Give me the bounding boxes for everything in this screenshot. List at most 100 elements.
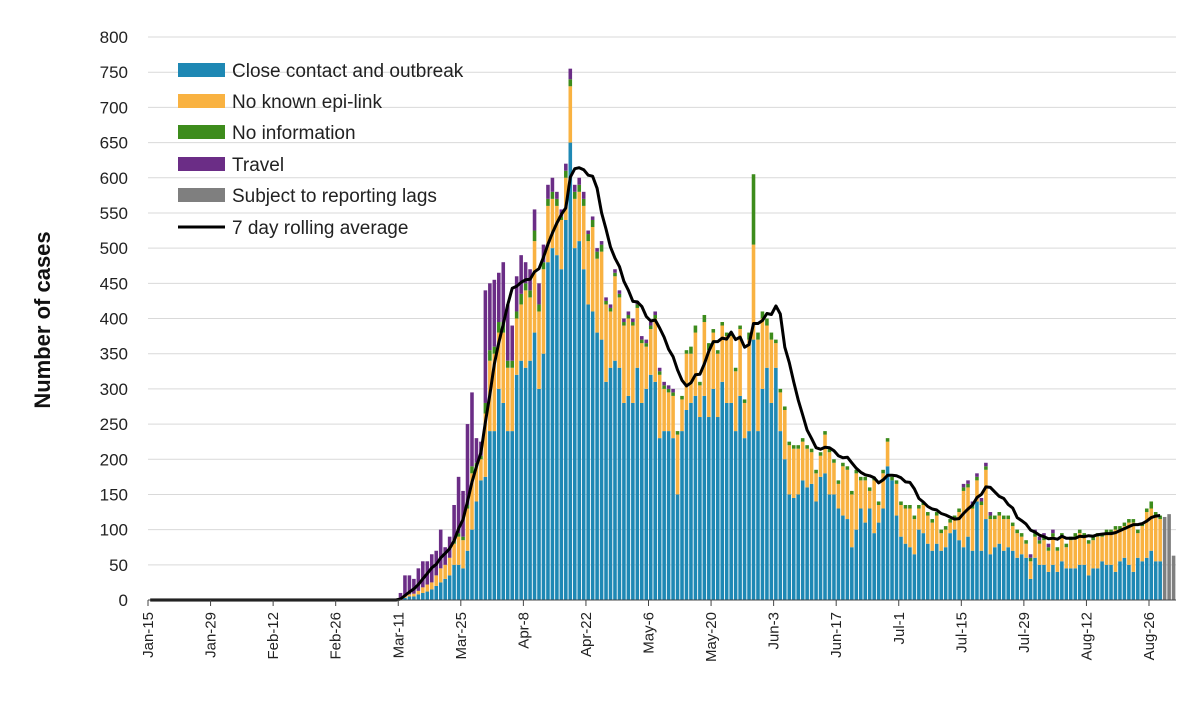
bar-segment-no-information	[590, 219, 595, 228]
bar-segment-close-contact-and-outbreak	[715, 417, 720, 600]
bar-segment-no-information	[899, 501, 903, 505]
bar-segment-no-information	[903, 504, 908, 509]
bar-segment-close-contact-and-outbreak	[867, 508, 872, 600]
bar-segment-no-known-epi-link	[751, 244, 756, 340]
bar-segment-no-information	[1086, 540, 1091, 544]
bar-segment-no-known-epi-link	[1091, 540, 1095, 569]
bar-segment-no-known-epi-link	[863, 480, 868, 523]
bar-segment-close-contact-and-outbreak	[1010, 550, 1015, 600]
bar-segment-no-information	[608, 307, 613, 312]
bar-segment-no-information	[867, 487, 872, 491]
bar-segment-no-known-epi-link	[930, 522, 935, 551]
bar-segment-no-information	[930, 519, 935, 523]
bar-segment-no-known-epi-link	[1028, 561, 1033, 579]
bar-segment-travel	[653, 311, 657, 315]
bar-segment-no-known-epi-link	[787, 445, 792, 495]
bar-segment-travel	[470, 392, 474, 467]
bar-segment-close-contact-and-outbreak	[505, 431, 510, 600]
bar-segment-travel	[590, 216, 595, 220]
bar-segment-no-known-epi-link	[827, 452, 832, 495]
bar-segment-close-contact-and-outbreak	[532, 332, 537, 600]
bar-segment-no-information	[514, 311, 519, 319]
bar-segment-no-known-epi-link	[644, 346, 649, 389]
bar-segment-no-known-epi-link	[461, 540, 465, 569]
bar-segment-no-information	[470, 466, 474, 474]
bar-segment-close-contact-and-outbreak	[908, 547, 912, 600]
bar-segment-no-information	[1127, 519, 1131, 523]
bar-segment-close-contact-and-outbreak	[510, 431, 514, 600]
bar-segment-close-contact-and-outbreak	[926, 543, 930, 600]
bar-segment-no-known-epi-link	[604, 304, 608, 382]
bar-segment-travel	[555, 191, 559, 199]
bar-segment-close-contact-and-outbreak	[465, 550, 470, 600]
bar-segment-no-known-epi-link	[1149, 508, 1154, 551]
bar-segment-no-known-epi-link	[1069, 540, 1073, 569]
bar-segment-travel	[452, 504, 456, 541]
bar-segment-no-information	[693, 325, 698, 333]
bar-segment-close-contact-and-outbreak	[470, 529, 474, 600]
x-axis-ticks: Jan-15 Jan-29 Feb-12 Feb-26 Mar-11 Mar-25 Apr-…	[140, 600, 1158, 662]
bar-segment-travel	[483, 290, 488, 403]
bar-segment-no-known-epi-link	[1055, 550, 1060, 572]
bar-segment-no-known-epi-link	[917, 508, 921, 530]
bar-segment-no-known-epi-link	[823, 434, 827, 474]
bar-segment-no-known-epi-link	[492, 353, 497, 432]
bar-segment-travel	[1028, 554, 1033, 558]
bar-segment-travel	[631, 318, 635, 323]
bar-segment-no-information	[648, 325, 653, 330]
bar-segment-travel	[595, 248, 599, 252]
bar-segment-travel	[966, 480, 970, 484]
bar-segment-close-contact-and-outbreak	[443, 578, 447, 600]
bar-segment-close-contact-and-outbreak	[1037, 564, 1042, 600]
bar-segment-no-known-epi-link	[519, 304, 523, 361]
bar-segment-no-information	[778, 388, 783, 393]
bar-segment-no-information	[1104, 529, 1109, 534]
bar-segment-no-information	[680, 395, 684, 400]
legend-swatch-travel	[178, 157, 225, 171]
x-tick-label: Feb-26	[328, 612, 345, 660]
x-tick-label: Apr-22	[578, 612, 595, 657]
y-axis-ticks: 0 50 100 150 200 250 300 350 400 450 500 550 600 650 7…	[100, 28, 128, 610]
bar-segment-close-contact-and-outbreak	[657, 438, 662, 600]
bar-segment-no-known-epi-link	[434, 575, 439, 586]
x-tick-label: May-20	[703, 612, 720, 662]
bar-segment-no-known-epi-link	[791, 448, 796, 498]
bar-segment-no-information	[769, 332, 774, 340]
bar-segment-no-information	[1015, 529, 1019, 534]
bar-segment-close-contact-and-outbreak	[581, 269, 586, 600]
bar-segment-no-known-epi-link	[903, 508, 908, 544]
bar-segment-close-contact-and-outbreak	[729, 402, 733, 600]
bar-segment-no-information	[1037, 540, 1042, 544]
bar-segment-no-known-epi-link	[720, 325, 725, 382]
bar-segment-no-information	[850, 490, 854, 495]
bar-segment-travel	[617, 290, 622, 294]
bar-segment-close-contact-and-outbreak	[966, 536, 970, 600]
x-tick-label: Mar-25	[453, 612, 470, 660]
bar-segment-no-known-epi-link	[653, 318, 657, 382]
bar-segment-travel	[604, 297, 608, 301]
bar-segment-close-contact-and-outbreak	[890, 480, 894, 600]
bar-segment-close-contact-and-outbreak	[1077, 564, 1082, 600]
bar-segment-close-contact-and-outbreak	[1113, 571, 1118, 600]
bar-segment-no-known-epi-link	[1095, 536, 1100, 569]
bars	[398, 68, 1176, 600]
bar-segment-no-information	[943, 526, 948, 530]
bar-segment-no-known-epi-link	[800, 441, 805, 481]
legend-swatch-close-contact	[178, 63, 225, 77]
bar-segment-no-known-epi-link	[662, 388, 666, 432]
x-tick-label: Jan-15	[140, 612, 157, 658]
bar-segment-no-known-epi-link	[555, 205, 559, 256]
bar-segment-close-contact-and-outbreak	[617, 367, 622, 600]
bar-segment-reporting-lag	[1167, 514, 1171, 600]
bar-segment-no-known-epi-link	[1082, 536, 1086, 565]
bar-segment-no-known-epi-link	[979, 504, 984, 551]
bar-segment-travel	[456, 476, 461, 534]
bar-segment-close-contact-and-outbreak	[876, 522, 881, 600]
bar-segment-travel	[537, 283, 541, 305]
bar-segment-no-information	[720, 322, 725, 326]
bar-segment-no-information	[948, 519, 952, 523]
bar-segment-no-information	[666, 388, 671, 393]
bar-segment-no-information	[702, 314, 707, 323]
bar-segment-no-known-epi-link	[608, 311, 613, 368]
